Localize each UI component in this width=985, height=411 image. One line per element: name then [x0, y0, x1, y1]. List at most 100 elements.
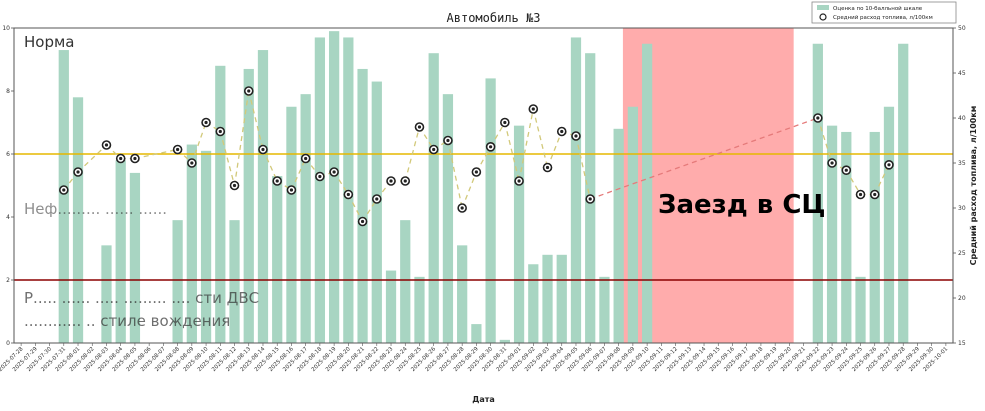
consumption-line-segment [77, 144, 107, 173]
annotation-blurred-3: ............ .. стиле вождения [24, 312, 230, 330]
score-bar [357, 68, 368, 343]
consumption-point-core [247, 89, 251, 93]
score-bar [314, 37, 326, 343]
score-bar [883, 106, 895, 343]
score-bar [300, 94, 311, 344]
score-bar [385, 270, 397, 343]
consumption-point-core [474, 170, 478, 174]
score-bar [371, 81, 382, 344]
right-tick-label: 20 [958, 295, 966, 302]
score-bar [627, 106, 639, 343]
annotations-layer: Норма Неф......... ...... ...... Р..... ..… [24, 33, 826, 330]
consumption-line-segment [447, 140, 463, 209]
score-bar [528, 264, 539, 343]
consumption-point-core [432, 147, 436, 152]
score-bar [485, 78, 496, 344]
score-bar [513, 125, 525, 344]
consumption-point-core [119, 156, 123, 161]
score-bar [898, 43, 909, 343]
consumption-point-core [858, 192, 863, 197]
consumption-line-segment [546, 131, 563, 168]
legend-bar-label: Оценка по 10-балльной шкале [833, 5, 923, 12]
score-bar [442, 94, 454, 344]
right-tick-label: 25 [958, 250, 966, 257]
consumption-line-segment [262, 149, 278, 182]
right-tick-label: 50 [958, 25, 966, 32]
legend-layer: Оценка по 10-балльной шкале Средний расхо… [811, 1, 957, 24]
annotation-blurred-1: Неф......... ...... ...... [24, 200, 167, 218]
consumption-line-segment [817, 117, 833, 164]
right-tick-label: 35 [958, 160, 966, 167]
score-bar [641, 43, 653, 343]
left-tick-label: 6 [6, 151, 10, 158]
score-bar [855, 276, 866, 343]
score-bar [129, 172, 141, 343]
left-tick-label: 4 [6, 214, 10, 221]
consumption-line-segment [518, 108, 534, 182]
left-tick-label: 2 [6, 277, 10, 284]
reference-lines-layer [14, 153, 953, 281]
consumption-line-segment [589, 117, 819, 200]
consumption-line-segment [134, 148, 178, 160]
consumption-point-core [417, 125, 422, 129]
score-bar [101, 245, 112, 343]
score-bar [414, 276, 425, 343]
score-bar [570, 37, 582, 343]
consumption-line-segment [404, 126, 421, 182]
consumption-point-core [545, 165, 550, 170]
consumption-point-core [104, 143, 109, 147]
consumption-line-segment [290, 158, 307, 191]
consumption-line-segment [475, 146, 492, 173]
consumption-point-core [887, 163, 891, 167]
consumption-point-core [289, 188, 294, 192]
consumption-line-segment [461, 171, 477, 209]
consumption-point-core [133, 156, 137, 161]
score-bar [812, 43, 823, 343]
consumption-point-core [232, 183, 237, 188]
x-axis-title: Дата [472, 395, 495, 404]
score-bar [243, 68, 254, 343]
consumption-point-core [346, 192, 350, 197]
legend-bar-swatch [817, 5, 829, 10]
right-tick-label: 15 [958, 340, 966, 347]
consumption-line-segment [532, 108, 549, 168]
y-axis-right-title: Средний расход топлива, л/100км [969, 106, 978, 266]
score-bar [841, 131, 852, 343]
consumption-point-core [489, 145, 493, 149]
consumption-point-core [403, 179, 407, 183]
consumption-point-core [560, 129, 564, 134]
legend-line-marker [819, 13, 827, 21]
consumption-point-core [304, 156, 308, 161]
consumption-point-core [218, 129, 222, 134]
score-bar [257, 50, 269, 344]
consumption-point-core [588, 197, 592, 201]
consumption-point-core [816, 116, 820, 120]
score-bar [826, 125, 838, 344]
score-bar [457, 245, 468, 343]
left-tick-label: 10 [2, 25, 10, 32]
consumption-point-core [318, 174, 322, 179]
consumption-point-core [460, 206, 464, 210]
consumption-point-core [517, 179, 521, 183]
legend-line-label: Средний расход топлива, л/100км [833, 14, 933, 21]
score-bar [72, 97, 84, 343]
score-bar [286, 106, 297, 343]
consumption-line-segment [233, 90, 250, 186]
consumption-point-core [176, 147, 180, 152]
consumption-point-core [531, 107, 535, 111]
consumption-line-segment [575, 135, 591, 200]
consumption-point-core [332, 170, 336, 174]
score-bar [599, 276, 610, 343]
consumption-point-core [360, 219, 365, 224]
right-tick-label: 30 [958, 205, 966, 212]
score-bar [200, 150, 212, 343]
consumption-point-core [844, 168, 848, 172]
consumption-line-segment [874, 164, 890, 195]
highlight-region-label: Заезд в СЦ [658, 190, 826, 220]
consumption-point-core [446, 138, 450, 143]
score-bar [613, 128, 624, 343]
consumption-point-core [204, 120, 208, 125]
score-bar [229, 220, 240, 343]
